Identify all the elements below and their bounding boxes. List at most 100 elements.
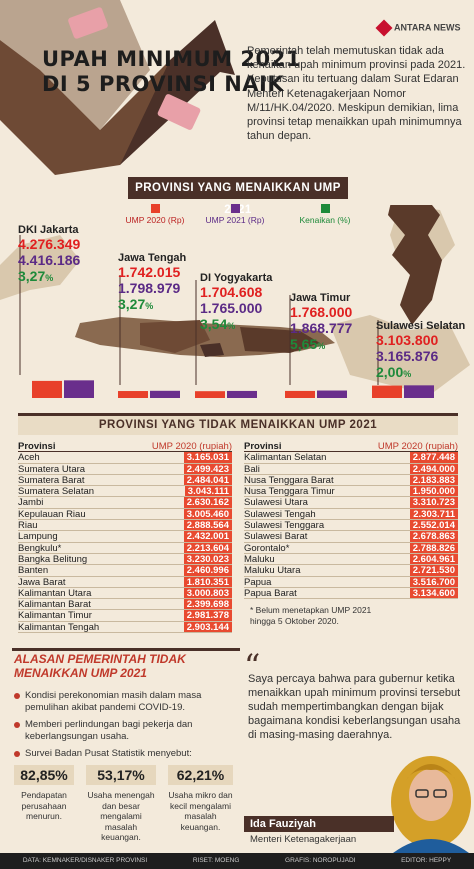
ump-bar [32,380,62,398]
province-name: Kalimantan Timur [18,610,92,622]
table-row: Bengkulu* 2.213.604 [18,542,232,554]
legend-ump2021: UMP 2021 (Rp) [205,204,265,225]
table-row: Kalimantan Selatan 2.877.448 [244,452,458,464]
table-left-header: Provinsi UMP 2020 (rupiah) [18,441,232,453]
table-left: Provinsi UMP 2020 (rupiah) Aceh 3.165.031… [18,441,232,634]
ump-value: 2.399.698 [183,599,232,610]
table-row: Gorontalo* 2.788.826 [244,542,458,554]
province-name: Bali [244,463,260,475]
province-name: Aceh [18,452,40,464]
table-row: Jawa Barat 1.810.351 [18,576,232,588]
table-row: Maluku 2.604.961 [244,553,458,566]
table-row: Papua 3.516.700 [244,576,458,588]
legend-ump2020: UMP 2020 (Rp) [125,204,185,225]
province-name: Lampung [18,531,58,543]
table-right: Provinsi UMP 2020 (rupiah) Kalimantan Se… [244,441,458,627]
province-name: Sumatera Barat [18,474,85,486]
stat-1: 82,85% Pendapatan perusahaan menurun. [14,765,74,822]
table-row: Sulawesi Tenggara 2.552.014 [244,520,458,532]
table-row: Lampung 2.432.001 [18,531,232,543]
ump-bar [372,385,402,398]
ump-value: 2.888.564 [183,520,232,531]
ump-value: 2.213.604 [183,542,232,554]
province-name: Bengkulu* [18,542,62,554]
table-row: Jambi 2.630.162 [18,497,232,509]
table-row: Sulawesi Tengah 2.303.711 [244,508,458,521]
stat-3: 62,21% Usaha mikro dan kecil mengalami m… [168,765,233,832]
ump-bar [195,391,225,398]
province-name: Jambi [18,497,44,509]
province-name: Sulawesi Tengah [244,508,316,520]
bullet-icon [14,722,20,728]
province-name: Sulawesi Utara [244,497,308,509]
quote-text: Saya percaya bahwa para gubernur ketika … [248,673,461,741]
ump-value: 3.000.803 [183,587,232,599]
province-name: Papua Barat [244,587,297,599]
ump-value: 3.134.600 [409,587,458,599]
ump-bar [150,390,180,398]
bullet-icon [14,751,20,757]
table-left-body: Aceh 3.165.031 Sumatera Utara 2.499.423 Suma… [18,452,232,634]
table-row: Sumatera Selatan 3.043.111 [18,486,232,498]
ump-value: 3.165.031 [183,452,232,463]
province-name: Sumatera Utara [18,463,86,475]
reason-item: Survei Badan Pusat Statistik menyebut: [14,748,234,760]
province-name: Bangka Belitung [18,553,88,565]
legend-swatch-2020 [150,204,160,213]
table-row: Nusa Tenggara Barat 2.183.883 [244,474,458,487]
ump-value: 2.630.162 [183,497,232,508]
callout-sulawesi-selatan: Sulawesi Selatan 3.103.800 3.165.876 2,0… [376,320,466,380]
table-row: Kalimantan Utara 3.000.803 [18,587,232,600]
callout-dki-jakarta: DKI Jakarta 4.276.349 4.416.186 3,27% [18,224,81,284]
table-row: Sumatera Utara 2.499.423 [18,463,232,475]
page-title: UPAH MINIMUM 2021 DI 5 PROVINSI NAIK [42,47,301,96]
ump-value: 2.678.863 [409,531,458,542]
ump-value: 1.950.000 [409,486,458,497]
ump-value: 2.183.883 [409,474,458,486]
ump-value: 3.310.723 [409,497,458,508]
stat-2: 53,17% Usaha menengah dan besar mengalam… [86,765,156,842]
ump-value: 3.005.460 [183,508,232,520]
province-name: Sulawesi Tenggara [244,520,325,532]
province-name: Riau [18,520,38,532]
quote-mark-icon: “ [244,647,261,685]
ump-value: 3.516.700 [409,576,458,588]
province-name: Sulawesi Barat [244,531,308,543]
speaker-name: Ida Fauziyah [244,816,394,832]
table-row: Sumatera Barat 2.484.041 [18,474,232,487]
reason-divider [12,648,240,651]
speaker-portrait [391,756,471,853]
province-name: Sumatera Selatan [18,486,95,498]
ump-value: 2.604.961 [409,553,458,565]
intro-paragraph: Pemerintah telah memutuskan tidak ada ke… [247,45,466,143]
ump-bar [317,390,347,398]
header-decoration [0,0,235,175]
province-name: Nusa Tenggara Timur [244,486,335,498]
legend-swatch-2021 [230,204,240,213]
ump-value: 2.303.711 [410,508,458,520]
province-name: Kepulauan Riau [18,508,86,520]
table-row: Kalimantan Barat 2.399.698 [18,599,232,611]
legend-swatch-up [320,204,330,213]
ump-bar [64,380,94,398]
province-name: Banten [18,565,49,577]
table-row: Aceh 3.165.031 [18,452,232,464]
ump-bar [227,390,257,398]
province-name: Maluku [244,553,275,565]
ump-value: 2.903.144 [183,621,232,633]
indonesia-map [0,205,470,395]
ump-bar [404,385,434,398]
ump-value: 3.230.023 [183,553,232,565]
table-row: Sulawesi Barat 2.678.863 [244,531,458,543]
footer-credits: DATA: KEMNAKER/DISNAKER PROVINSI RISET: … [0,853,474,869]
ump-bar [118,391,148,398]
province-name: Kalimantan Utara [18,587,92,599]
speaker-title: Menteri Ketenagakerjaan [250,834,357,845]
ump-value: 2.432.001 [183,531,232,542]
footnote: * Belum menetapkan UMP 2021 hingga 5 Okt… [250,605,372,627]
province-name: Maluku Utara [244,565,301,577]
reason-item: Memberi perlindungan bagi pekerja dan ke… [14,719,234,743]
ump-value: 2.877.448 [409,452,458,463]
table-row: Kalimantan Tengah 2.903.144 [18,621,232,634]
ump-bar [285,390,315,398]
